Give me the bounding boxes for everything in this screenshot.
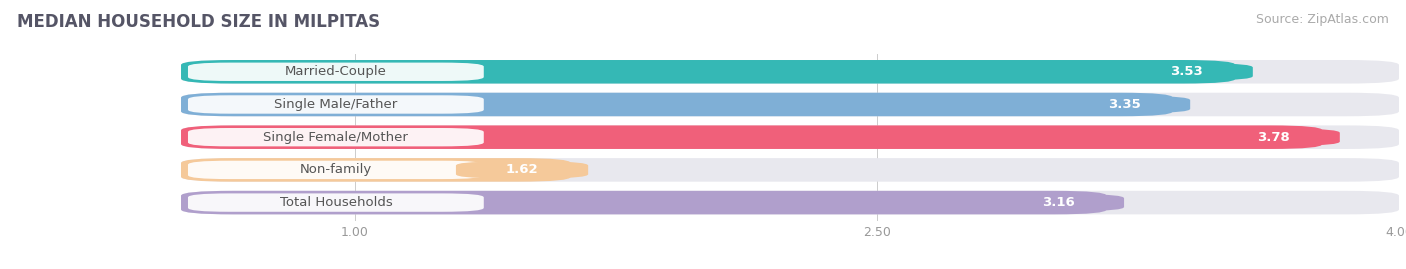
Text: 3.53: 3.53 — [1170, 65, 1204, 78]
Text: MEDIAN HOUSEHOLD SIZE IN MILPITAS: MEDIAN HOUSEHOLD SIZE IN MILPITAS — [17, 13, 380, 31]
FancyBboxPatch shape — [181, 191, 1107, 214]
Text: Total Households: Total Households — [280, 196, 392, 209]
FancyBboxPatch shape — [181, 158, 1399, 182]
FancyBboxPatch shape — [181, 60, 1236, 84]
FancyBboxPatch shape — [188, 161, 484, 179]
FancyBboxPatch shape — [1057, 96, 1191, 113]
FancyBboxPatch shape — [1208, 129, 1340, 146]
Text: Married-Couple: Married-Couple — [285, 65, 387, 78]
Text: Single Female/Mother: Single Female/Mother — [263, 131, 408, 144]
FancyBboxPatch shape — [181, 158, 571, 182]
FancyBboxPatch shape — [181, 191, 1399, 214]
Text: 3.35: 3.35 — [1108, 98, 1140, 111]
FancyBboxPatch shape — [188, 95, 484, 114]
FancyBboxPatch shape — [188, 193, 484, 212]
FancyBboxPatch shape — [181, 93, 1173, 116]
FancyBboxPatch shape — [181, 93, 1399, 116]
FancyBboxPatch shape — [1121, 63, 1253, 80]
FancyBboxPatch shape — [181, 125, 1323, 149]
FancyBboxPatch shape — [181, 60, 1399, 84]
Text: Source: ZipAtlas.com: Source: ZipAtlas.com — [1256, 13, 1389, 26]
FancyBboxPatch shape — [188, 128, 484, 146]
FancyBboxPatch shape — [188, 63, 484, 81]
FancyBboxPatch shape — [456, 162, 588, 178]
Text: 3.78: 3.78 — [1257, 131, 1291, 144]
Text: Non-family: Non-family — [299, 163, 373, 176]
FancyBboxPatch shape — [181, 125, 1399, 149]
Text: 3.16: 3.16 — [1042, 196, 1074, 209]
Text: 1.62: 1.62 — [506, 163, 538, 176]
Text: Single Male/Father: Single Male/Father — [274, 98, 398, 111]
FancyBboxPatch shape — [991, 194, 1123, 211]
